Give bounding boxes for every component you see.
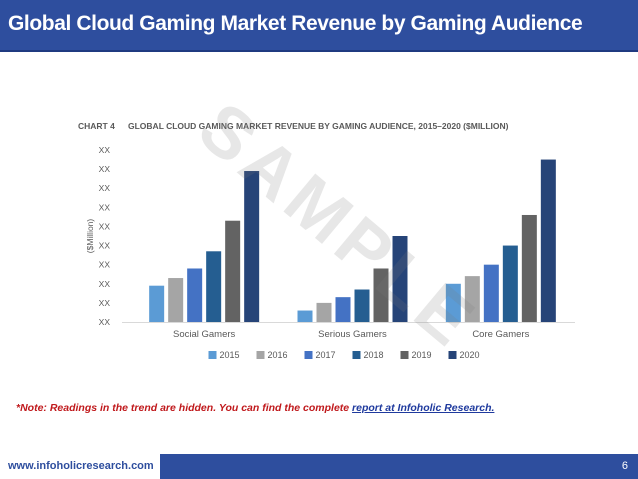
y-axis-label: ($Million) (85, 219, 95, 254)
legend-swatch-2016 (256, 351, 265, 359)
legend-swatch-2020 (448, 351, 457, 359)
bar-chart: CHART 4 GLOBAL CLOUD GAMING MARKET REVENU… (78, 121, 575, 360)
bar-2015-core-gamers (445, 283, 461, 322)
bar-2016-social-gamers (168, 278, 184, 322)
y-tick-label: XX (99, 202, 111, 212)
chart-container: CHART 4 GLOBAL CLOUD GAMING MARKET REVENU… (60, 100, 590, 380)
bar-2017-serious-gamers (335, 297, 351, 322)
y-tick-label: XX (99, 164, 111, 174)
y-tick-label: XX (99, 241, 111, 251)
bar-2018-serious-gamers (354, 289, 370, 322)
legend-swatch-2015 (208, 351, 217, 359)
bar-2020-core-gamers (540, 159, 556, 322)
y-tick-label: XX (99, 260, 111, 270)
bar-2017-social-gamers (187, 268, 203, 322)
y-tick-label: XX (99, 298, 111, 308)
legend-swatch-2018 (352, 351, 361, 359)
chart-title: GLOBAL CLOUD GAMING MARKET REVENUE BY GA… (128, 121, 509, 131)
bar-2018-core-gamers (502, 245, 518, 322)
title-bar: Global Cloud Gaming Market Revenue by Ga… (0, 0, 638, 52)
y-tick-label: XX (99, 317, 111, 327)
page-number: 6 (621, 460, 628, 472)
legend-label-2015: 2015 (220, 350, 240, 360)
bar-2019-social-gamers (225, 220, 241, 322)
bar-2016-core-gamers (464, 276, 480, 322)
legend-label-2016: 2016 (268, 350, 288, 360)
bar-2017-core-gamers (483, 264, 499, 322)
chart-number: CHART 4 (78, 121, 115, 131)
bar-2019-core-gamers (521, 214, 537, 322)
bar-2015-serious-gamers (297, 310, 313, 322)
legend-label-2019: 2019 (412, 350, 432, 360)
bar-2015-social-gamers (149, 285, 165, 322)
y-tick-label: XX (99, 279, 111, 289)
x-category-label: Social Gamers (173, 329, 236, 340)
bar-2020-serious-gamers (392, 236, 408, 322)
y-tick-label: XX (99, 221, 111, 231)
footer-url[interactable]: www.infoholicresearch.com (0, 454, 160, 479)
legend-label-2020: 2020 (460, 350, 480, 360)
legend-label-2018: 2018 (364, 350, 384, 360)
bar-2018-social-gamers (206, 251, 222, 322)
legend-label-2017: 2017 (316, 350, 336, 360)
y-tick-label: XX (99, 183, 111, 193)
legend-swatch-2019 (400, 351, 409, 359)
legend-swatch-2017 (304, 351, 313, 359)
x-category-label: Serious Gamers (318, 329, 387, 340)
report-link[interactable]: report at Infoholic Research. (352, 402, 495, 414)
bar-2016-serious-gamers (316, 302, 332, 322)
bar-2020-social-gamers (244, 171, 260, 322)
page-title: Global Cloud Gaming Market Revenue by Ga… (8, 12, 583, 35)
y-tick-label: XX (99, 145, 111, 155)
bar-2019-serious-gamers (373, 268, 389, 322)
x-category-label: Core Gamers (472, 329, 529, 340)
note-body: *Note: Readings in the trend are hidden.… (16, 402, 353, 414)
note-text: *Note: Readings in the trend are hidden.… (16, 402, 494, 414)
